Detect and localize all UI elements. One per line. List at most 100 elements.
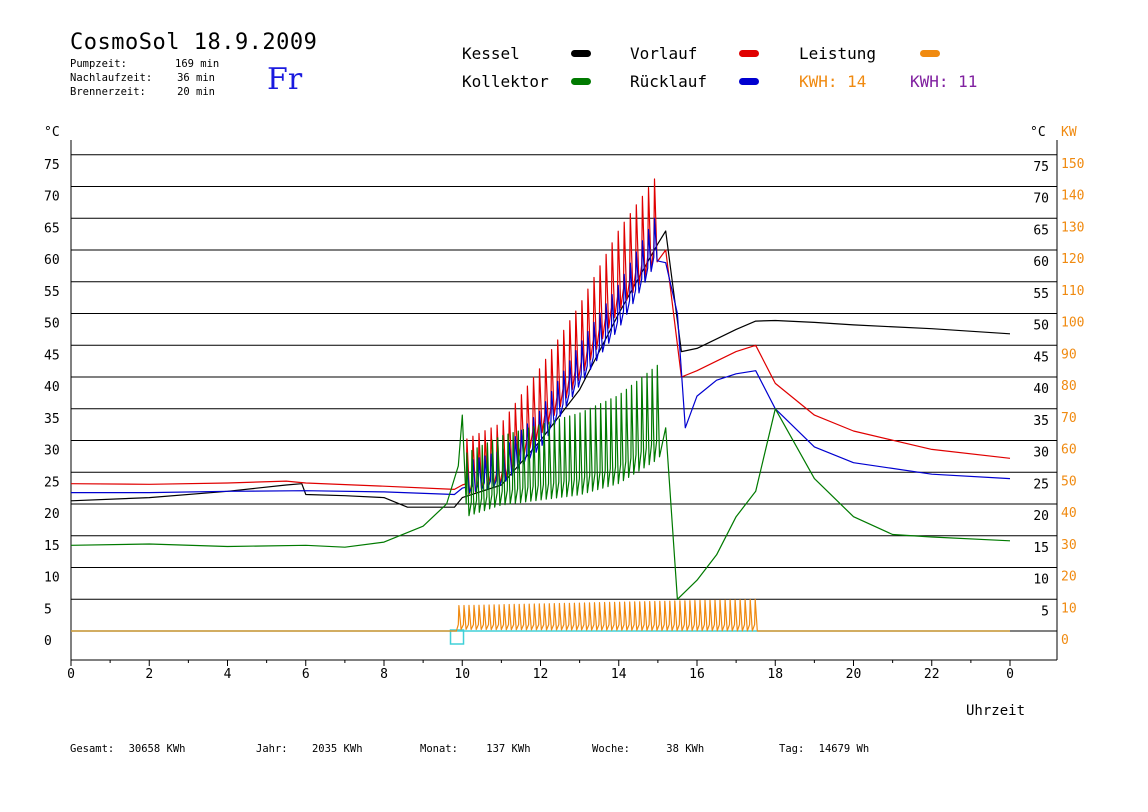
- y-tick-left-35: 35: [44, 412, 60, 427]
- y-axis-unit-kw: KW: [1061, 125, 1077, 140]
- y-tick-left-50: 50: [44, 317, 60, 332]
- y-tick-right-60: 60: [1033, 255, 1049, 270]
- footer-gesamt: Gesamt: 30658 KWh: [70, 743, 186, 755]
- baseline-marker: [449, 629, 465, 645]
- footer-tag: Tag: 14679 Wh: [779, 743, 869, 755]
- y-tick-left-0: 0: [44, 634, 52, 649]
- chart-title: CosmoSol 18.9.2009: [70, 30, 318, 55]
- y-axis-unit-right: °C: [1030, 125, 1046, 140]
- legend-kwh-leistung: KWH: 14: [799, 72, 866, 91]
- footer-monat-label: Monat:: [420, 743, 458, 755]
- info-brennerzeit-label: Brennerzeit:: [70, 86, 146, 98]
- kw-tick-0: 0: [1061, 633, 1069, 648]
- footer-monat: Monat: 137 KWh: [420, 743, 531, 755]
- kw-tick-90: 90: [1061, 347, 1077, 362]
- y-tick-right-55: 55: [1033, 287, 1049, 302]
- legend-kessel-swatch: [571, 50, 591, 57]
- x-tick-3: 6: [302, 667, 310, 682]
- y-tick-right-35: 35: [1033, 414, 1049, 429]
- y-tick-right-65: 65: [1033, 223, 1049, 238]
- info-nachlaufzeit-label: Nachlaufzeit:: [70, 72, 153, 84]
- x-tick-4: 8: [380, 667, 388, 682]
- kw-tick-120: 120: [1061, 252, 1084, 267]
- y-tick-left-30: 30: [44, 444, 60, 459]
- y-tick-left-70: 70: [44, 190, 60, 205]
- kw-tick-140: 140: [1061, 189, 1084, 204]
- footer-jahr-value: 2035 KWh: [311, 743, 363, 755]
- x-tick-7: 14: [611, 667, 627, 682]
- y-tick-right-10: 10: [1033, 573, 1049, 588]
- y-tick-right-50: 50: [1033, 319, 1049, 334]
- y-tick-right-75: 75: [1033, 160, 1049, 175]
- info-pumpzeit-label: Pumpzeit:: [70, 58, 127, 70]
- y-tick-right-15: 15: [1033, 541, 1049, 556]
- kw-tick-40: 40: [1061, 506, 1077, 521]
- series-line-ruecklauf: [71, 217, 1011, 496]
- y-tick-left-45: 45: [44, 348, 60, 363]
- y-tick-right-5: 5: [1041, 604, 1049, 619]
- y-tick-left-10: 10: [44, 571, 60, 586]
- kw-tick-70: 70: [1061, 411, 1077, 426]
- kwh-leistung-label: KWH:: [799, 72, 838, 91]
- legend-kessel-label: Kessel: [462, 44, 520, 63]
- kw-tick-10: 10: [1061, 601, 1077, 616]
- y-tick-left-15: 15: [44, 539, 60, 554]
- legend-kollektor-label: Kollektor: [462, 72, 549, 91]
- kw-tick-110: 110: [1061, 284, 1084, 299]
- y-tick-right-25: 25: [1033, 477, 1049, 492]
- y-tick-right-45: 45: [1033, 350, 1049, 365]
- y-tick-right-30: 30: [1033, 446, 1049, 461]
- y-tick-left-55: 55: [44, 285, 60, 300]
- legend-kwh-second: KWH: 11: [910, 72, 977, 91]
- info-brennerzeit-value: 20 min: [177, 86, 215, 98]
- info-pumpzeit: Pumpzeit: 169 min: [70, 58, 219, 70]
- kw-tick-100: 100: [1061, 316, 1084, 331]
- y-tick-left-75: 75: [44, 158, 60, 173]
- footer-tag-label: Tag:: [779, 743, 805, 755]
- y-tick-left-20: 20: [44, 507, 60, 522]
- info-brennerzeit: Brennerzeit: 20 min: [70, 86, 215, 98]
- x-tick-9: 18: [767, 667, 783, 682]
- series-lines: [70, 178, 1057, 645]
- kw-tick-150: 150: [1061, 157, 1084, 172]
- footer-woche-label: Woche:: [592, 743, 630, 755]
- legend-leistung-swatch: [920, 50, 940, 57]
- y-tick-left-25: 25: [44, 475, 60, 490]
- legend-leistung-label: Leistung: [799, 44, 877, 63]
- y-axis-unit-left: °C: [44, 125, 60, 140]
- x-tick-0: 0: [67, 667, 75, 682]
- info-pumpzeit-value: 169 min: [175, 58, 220, 70]
- kw-tick-130: 130: [1061, 220, 1084, 235]
- footer-woche: Woche: 38 KWh: [592, 743, 704, 755]
- x-tick-5: 10: [454, 667, 470, 682]
- y-tick-left-60: 60: [44, 253, 60, 268]
- y-tick-left-65: 65: [44, 221, 60, 236]
- info-nachlaufzeit: Nachlaufzeit: 36 min: [70, 72, 215, 84]
- x-axis-label: Uhrzeit: [966, 703, 1025, 719]
- x-tick-10: 20: [846, 667, 862, 682]
- footer-jahr: Jahr: 2035 KWh: [256, 743, 363, 755]
- x-tick-12: 0: [1006, 667, 1014, 682]
- legend-ruecklauf-label: Rücklauf: [630, 72, 708, 91]
- y-tick-left-5: 5: [44, 602, 52, 617]
- series-line-leistung: [71, 598, 1010, 632]
- footer-gesamt-value: 30658 KWh: [128, 743, 186, 755]
- legend-vorlauf-label: Vorlauf: [630, 44, 698, 63]
- x-tick-8: 16: [689, 667, 705, 682]
- kwh-leistung-value: 14: [847, 72, 867, 91]
- kwh-second-value: 11: [958, 72, 978, 91]
- footer-woche-value: 38 KWh: [666, 743, 705, 755]
- info-nachlaufzeit-value: 36 min: [177, 72, 215, 84]
- kw-tick-80: 80: [1061, 379, 1077, 394]
- footer-jahr-label: Jahr:: [256, 743, 288, 755]
- kw-tick-50: 50: [1061, 474, 1077, 489]
- legend-vorlauf-swatch: [739, 50, 759, 57]
- kwh-second-label: KWH:: [910, 72, 949, 91]
- kw-tick-20: 20: [1061, 570, 1077, 585]
- x-tick-6: 12: [533, 667, 549, 682]
- x-tick-1: 2: [145, 667, 153, 682]
- x-tick-2: 4: [224, 667, 232, 682]
- y-tick-right-70: 70: [1033, 192, 1049, 207]
- footer-gesamt-label: Gesamt:: [70, 743, 115, 755]
